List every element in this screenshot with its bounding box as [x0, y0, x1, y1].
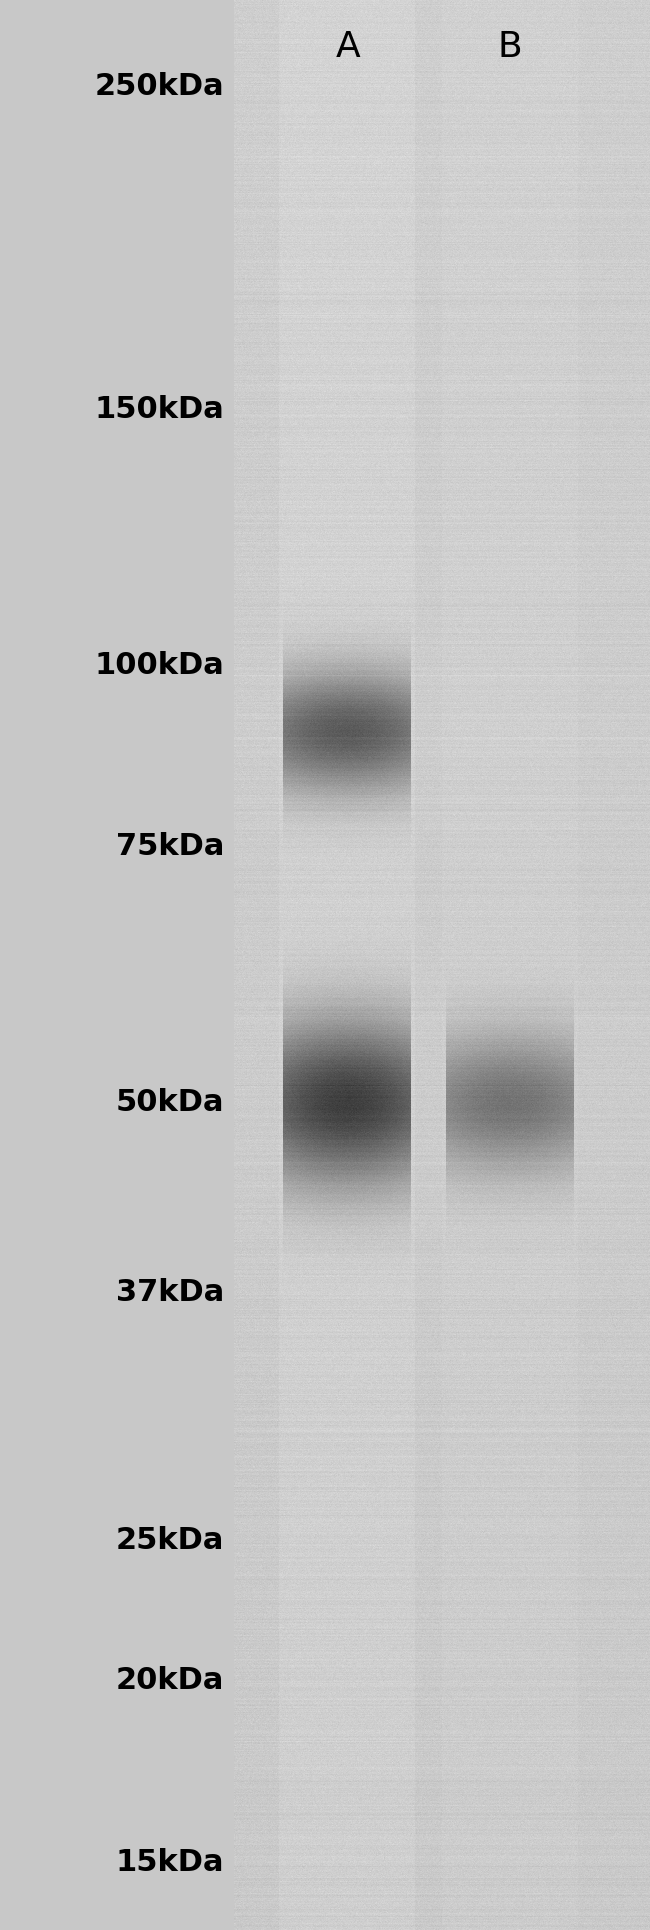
Text: A: A: [335, 29, 360, 64]
Text: 250kDa: 250kDa: [95, 71, 224, 102]
Text: 15kDa: 15kDa: [116, 1847, 224, 1878]
Text: 150kDa: 150kDa: [94, 396, 224, 425]
Text: 50kDa: 50kDa: [116, 1089, 224, 1117]
Text: 75kDa: 75kDa: [116, 832, 224, 861]
Text: 25kDa: 25kDa: [116, 1525, 224, 1554]
Text: 100kDa: 100kDa: [94, 650, 224, 679]
Bar: [0, 0, 234, 1930]
Text: 20kDa: 20kDa: [116, 1666, 224, 1695]
Text: B: B: [498, 29, 523, 64]
Text: 37kDa: 37kDa: [116, 1278, 224, 1307]
